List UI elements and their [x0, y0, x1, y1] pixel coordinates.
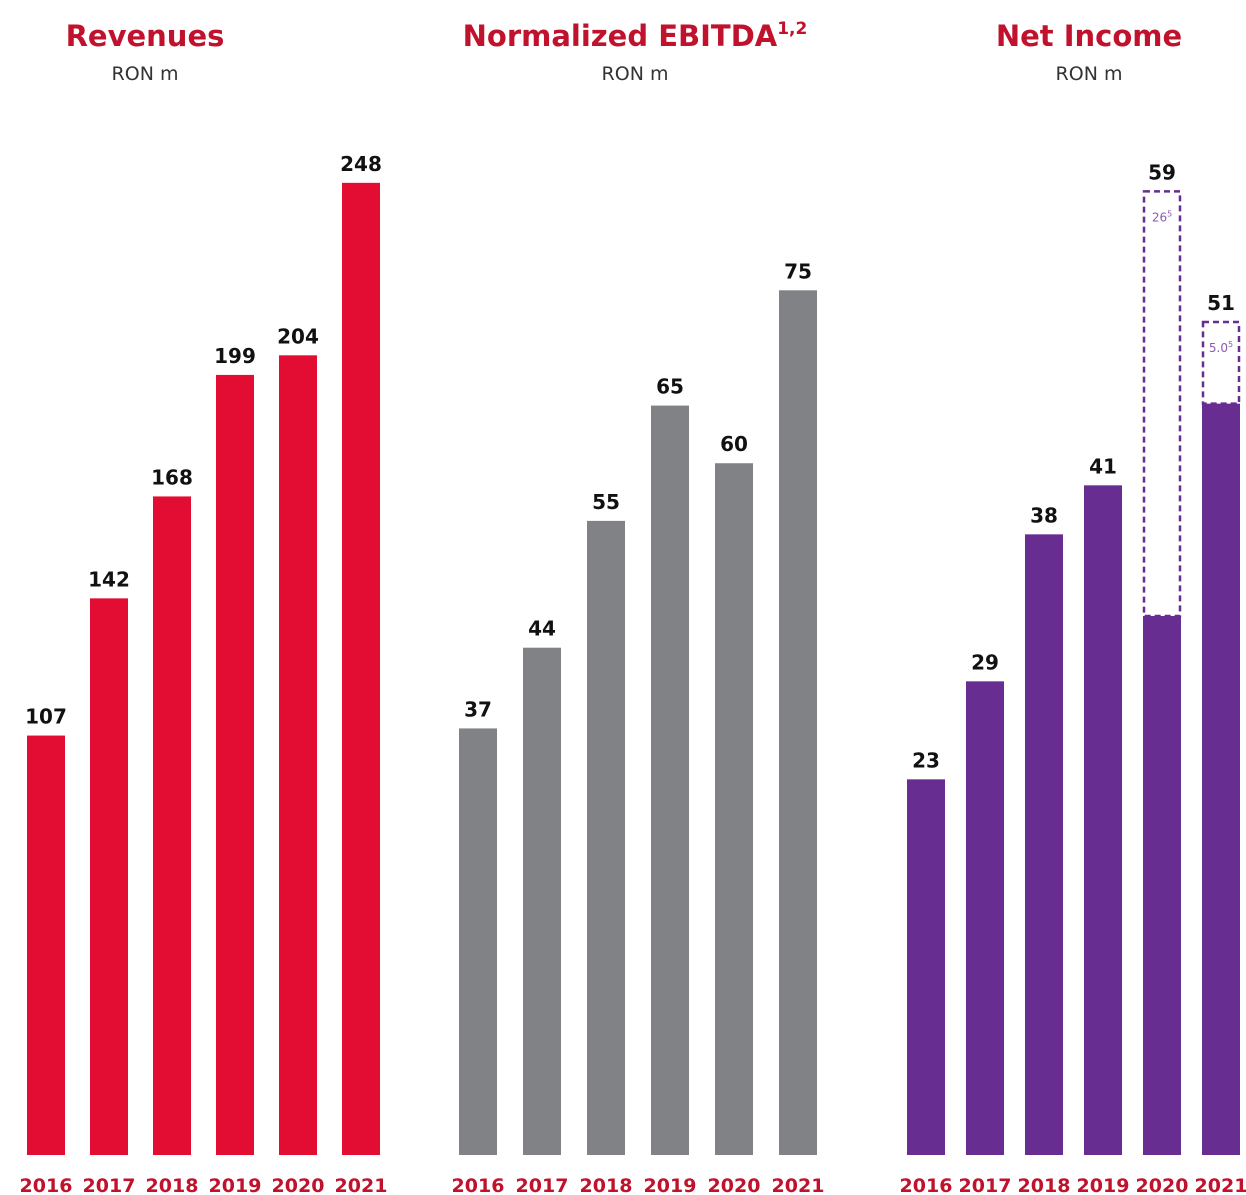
bar	[587, 520, 625, 1155]
chart-title: Net Income	[996, 19, 1182, 53]
data-label: 204	[277, 324, 319, 348]
x-tick-label: 2019	[644, 1175, 697, 1195]
data-label: 60	[720, 432, 748, 456]
bar	[216, 374, 254, 1155]
bar	[779, 290, 817, 1155]
chart-title: Revenues	[66, 19, 225, 53]
data-label: 59	[1148, 160, 1176, 184]
x-tick-label: 2020	[272, 1175, 325, 1195]
x-tick-label: 2017	[516, 1175, 569, 1195]
bar	[1084, 485, 1122, 1155]
data-label: 168	[151, 465, 193, 489]
x-tick-label: 2021	[772, 1175, 825, 1195]
segment-note: 5	[1167, 209, 1172, 218]
segment-value: 26	[1152, 210, 1167, 224]
title-text: Net Income	[996, 19, 1182, 53]
data-label: 41	[1089, 454, 1117, 478]
segment-label: 5.05	[1209, 340, 1233, 355]
data-label: 142	[88, 567, 130, 591]
data-label: 65	[656, 375, 684, 399]
x-tick-label: 2019	[209, 1175, 262, 1195]
x-tick-label: 2016	[900, 1175, 953, 1195]
x-tick-label: 2016	[20, 1175, 73, 1195]
dashed-segment	[1142, 190, 1182, 618]
subtitle: RON m	[1056, 63, 1123, 85]
segment-label: 265	[1152, 209, 1172, 224]
bar	[27, 735, 65, 1155]
bar	[153, 496, 191, 1155]
data-label: 248	[340, 152, 382, 176]
x-tick-label: 2017	[83, 1175, 136, 1195]
bar	[966, 681, 1004, 1155]
bar	[459, 728, 497, 1155]
bar	[1025, 534, 1063, 1155]
dashed-segment	[1201, 320, 1241, 405]
bar	[523, 647, 561, 1155]
x-tick-label: 2021	[335, 1175, 388, 1195]
data-label: 55	[592, 490, 620, 514]
subtitle: RON m	[112, 63, 179, 85]
data-label: 23	[912, 748, 940, 772]
x-tick-label: 2021	[1195, 1175, 1246, 1195]
bar	[651, 405, 689, 1155]
subtitle: RON m	[602, 63, 669, 85]
x-tick-label: 2020	[708, 1175, 761, 1195]
bar	[342, 182, 380, 1156]
data-label: 51	[1207, 291, 1235, 315]
segment-value: 5.0	[1209, 341, 1228, 355]
x-tick-label: 2019	[1077, 1175, 1130, 1195]
x-tick-label: 2018	[580, 1175, 633, 1195]
data-label: 75	[784, 259, 812, 283]
bar	[1143, 616, 1181, 1155]
x-tick-label: 2016	[452, 1175, 505, 1195]
data-label: 37	[464, 697, 492, 721]
x-tick-label: 2018	[146, 1175, 199, 1195]
data-label: 44	[528, 617, 556, 641]
x-tick-label: 2018	[1018, 1175, 1071, 1195]
data-label: 29	[971, 650, 999, 674]
data-label: 107	[25, 705, 67, 729]
x-tick-label: 2020	[1136, 1175, 1189, 1195]
bar	[907, 779, 945, 1155]
data-label: 199	[214, 344, 256, 368]
chart-title: Normalized EBITDA1,2	[463, 19, 808, 53]
bar	[279, 355, 317, 1155]
x-tick-label: 2017	[959, 1175, 1012, 1195]
title-text: Revenues	[66, 19, 225, 53]
title-note: 1,2	[777, 19, 807, 39]
bar	[1202, 403, 1240, 1156]
title-text: Normalized EBITDA	[463, 19, 778, 53]
data-label: 38	[1030, 503, 1058, 527]
segment-note: 5	[1228, 340, 1233, 349]
bar	[90, 598, 128, 1155]
bar	[715, 463, 753, 1155]
